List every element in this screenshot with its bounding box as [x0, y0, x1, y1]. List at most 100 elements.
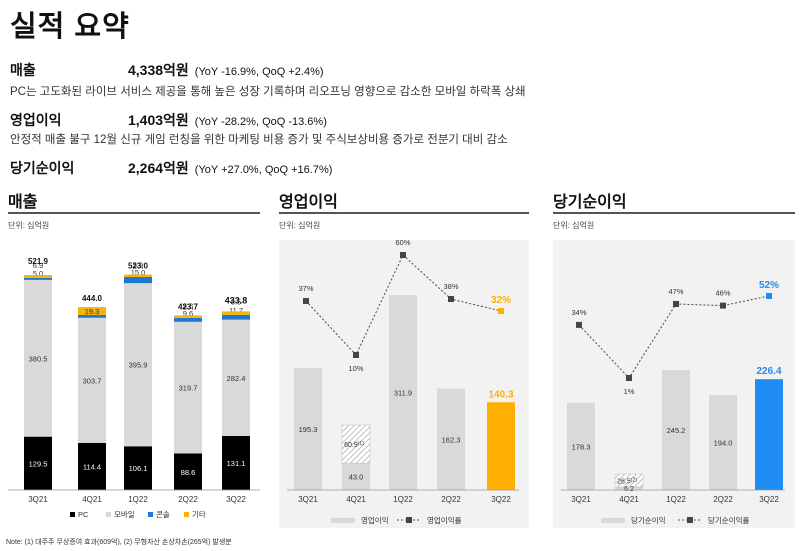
- x-tick-label: 3Q21: [298, 495, 318, 504]
- data-label: 5.0: [33, 269, 43, 278]
- margin-label: 10%: [348, 364, 363, 373]
- x-tick-label: 2Q22: [713, 495, 733, 504]
- margin-marker: [720, 302, 726, 309]
- revenue-chart: 129.5380.55.06.9521.93Q21114.4303.76.719…: [8, 257, 260, 519]
- data-label: 19.3: [85, 307, 100, 316]
- x-tick-label: 3Q22: [491, 495, 511, 504]
- x-tick-label: 3Q21: [571, 495, 591, 504]
- bar-3Q21: [567, 402, 595, 490]
- data-label: 8.5: [231, 297, 241, 306]
- stack-segment-PC: [174, 453, 202, 490]
- legend-swatch: [601, 518, 625, 523]
- legend-label: 영업이익: [361, 515, 389, 525]
- legend-label: 당기순이익: [631, 515, 666, 525]
- bar-2Q22: [437, 388, 465, 490]
- stack-segment-콘솔: [222, 314, 250, 320]
- margin-line: [578, 295, 770, 379]
- stack-segment-기타: [222, 311, 250, 315]
- panel-divider: [279, 212, 529, 214]
- total-label: 521.9: [28, 257, 49, 266]
- legend-swatch: [106, 512, 111, 517]
- data-label: 5.9: [133, 261, 143, 270]
- one-off-label: 60.9(1): [344, 441, 364, 449]
- data-label: 6.9: [33, 261, 43, 270]
- legend-label: 모바일: [114, 509, 135, 519]
- bar-3Q21: [294, 367, 322, 490]
- data-label: 88.6: [181, 468, 196, 477]
- stack-segment-모바일: [124, 283, 152, 447]
- total-label: 444.0: [82, 294, 103, 303]
- legend-label: 콘솔: [156, 510, 170, 519]
- op-panel-title: 영업이익: [279, 194, 338, 211]
- stack-segment-모바일: [174, 321, 202, 454]
- legend-label: PC: [78, 510, 89, 519]
- data-label: 395.9: [129, 361, 148, 370]
- margin-label: 47%: [668, 287, 683, 296]
- data-label: 194.0: [714, 439, 733, 448]
- data-label: 9.6: [183, 309, 193, 318]
- op-change: (YoY -28.2%, QoQ -13.6%): [194, 116, 327, 128]
- stack-segment-기타: [78, 307, 106, 316]
- panel-divider: [8, 212, 260, 214]
- revenue-summary: 매출 4,338억원 (YoY -16.9%, QoQ +2.4%): [10, 60, 324, 80]
- stack-segment-콘솔: [78, 315, 106, 318]
- data-label: 303.7: [83, 376, 102, 385]
- total-label: 433.8: [225, 295, 248, 305]
- margin-marker: [400, 252, 406, 258]
- data-label: 380.5: [29, 354, 48, 363]
- data-label: 129.5: [29, 459, 48, 468]
- x-tick-label: 2Q22: [441, 495, 461, 504]
- margin-marker: [673, 301, 679, 307]
- legend-label: 기타: [192, 510, 206, 519]
- data-label: 6.2: [624, 486, 634, 493]
- legend-swatch: [70, 512, 75, 517]
- x-tick-label: 1Q22: [128, 495, 148, 504]
- stack-segment-콘솔: [24, 277, 52, 280]
- net-panel-title: 당기순이익: [553, 194, 627, 211]
- one-off-label: 26.5(2): [617, 477, 637, 485]
- data-label: 162.3: [442, 435, 461, 444]
- revenue-panel: 매출 단위: 십억원 129.5 380.5 5.0 6.9 521.9 3Q21 114.…: [8, 188, 260, 533]
- stack-segment-콘솔: [124, 277, 152, 284]
- net-change: (YoY +27.0%, QoQ +16.7%): [194, 164, 333, 176]
- data-label: 178.3: [572, 442, 591, 451]
- footnote: Note: (1) 대주주 무상증여 효과(609억), (2) 무형자산 손상…: [6, 539, 232, 546]
- net-value: 2,264억원: [128, 160, 189, 176]
- stack-segment-PC: [24, 436, 52, 490]
- x-tick-label: 4Q21: [82, 495, 102, 504]
- margin-marker: [766, 292, 772, 299]
- net-panel: 당기순이익 단위: 십억원 178.3 3Q21 26.5(2) 6.2 4Q21 245…: [553, 188, 795, 533]
- revenue-description: PC는 고도화된 라이브 서비스 제공을 통해 높은 성장 기록하며 리오프닝 …: [10, 86, 526, 98]
- margin-label: 52%: [759, 280, 779, 291]
- bar-2Q22: [709, 395, 737, 490]
- data-label: 106.1: [129, 464, 148, 473]
- revenue-change: (YoY -16.9%, QoQ +2.4%): [194, 66, 324, 78]
- data-label: 5.8: [183, 301, 193, 310]
- op-description: 안정적 매출 불구 12월 신규 게임 런칭을 위한 마케팅 비용 증가 및 주…: [10, 134, 508, 146]
- stack-segment-PC: [222, 435, 250, 490]
- legend-label: 당기순이익률: [708, 515, 749, 525]
- margin-label: 1%: [624, 387, 635, 396]
- data-label: 140.3: [488, 389, 513, 400]
- margin-label: 34%: [571, 308, 586, 317]
- stack-segment-PC: [124, 446, 152, 490]
- stack-segment-모바일: [78, 317, 106, 443]
- revenue-panel-title: 매출: [8, 194, 38, 211]
- bar-4Q21: [615, 486, 643, 490]
- x-tick-label: 2Q22: [178, 495, 198, 504]
- revenue-value: 4,338억원: [128, 62, 189, 78]
- data-label: 114.4: [83, 462, 101, 471]
- op-panel: 영업이익 단위: 십억원 195.3 3Q21 60.9(1) 43.0 4Q21 311…: [279, 188, 529, 533]
- data-label: 319.7: [179, 384, 198, 393]
- margin-marker: [303, 298, 309, 304]
- stack-segment-모바일: [222, 319, 250, 436]
- data-label: 43.0: [349, 473, 364, 482]
- unit-label: 단위: 십억원: [553, 221, 595, 230]
- bar-3Q22: [487, 402, 515, 490]
- total-label: 423.7: [178, 302, 199, 311]
- bar-1Q22: [389, 295, 417, 490]
- one-off-bar: [614, 473, 644, 488]
- revenue-label: 매출: [10, 62, 36, 78]
- data-label: 245.2: [667, 426, 686, 435]
- x-tick-label: 4Q21: [346, 495, 366, 504]
